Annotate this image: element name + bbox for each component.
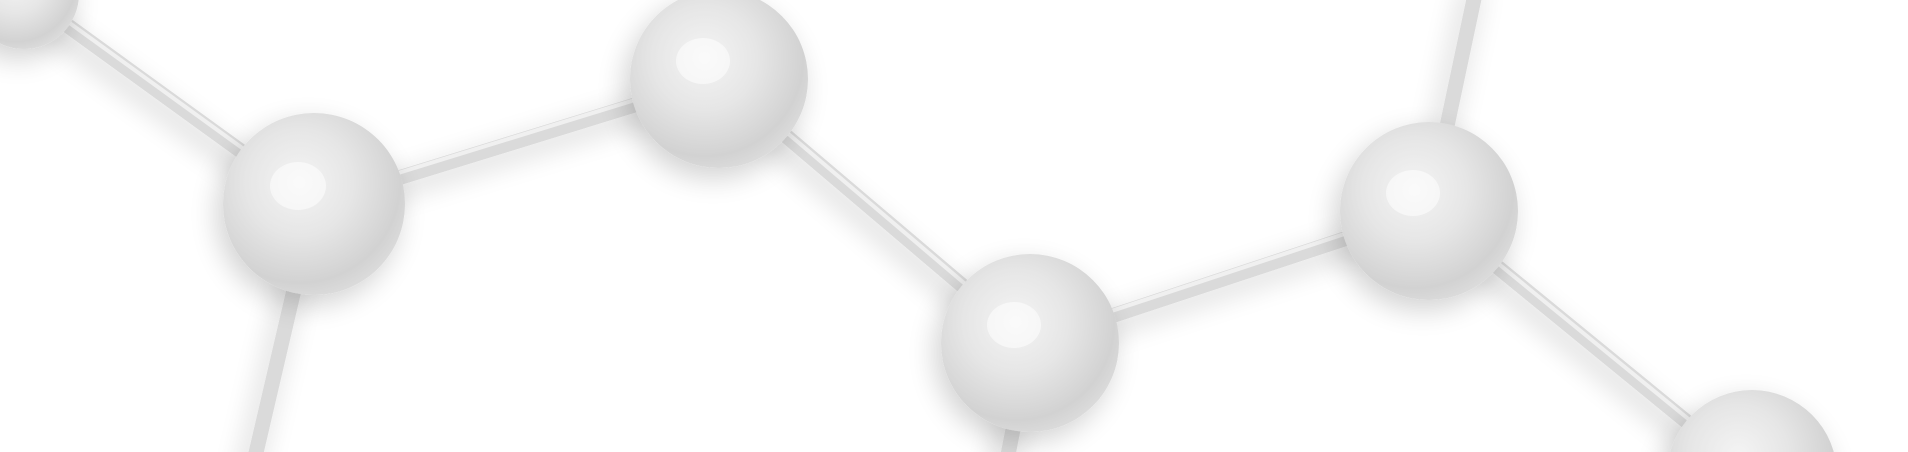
atom-highlight	[1386, 170, 1440, 216]
atom-highlight	[676, 38, 730, 84]
atom-highlights	[270, 38, 1440, 348]
atom	[630, 0, 808, 168]
atom-highlight	[270, 162, 326, 210]
atom	[1670, 390, 1834, 452]
atom-highlight	[987, 302, 1041, 348]
atom	[0, 0, 79, 49]
